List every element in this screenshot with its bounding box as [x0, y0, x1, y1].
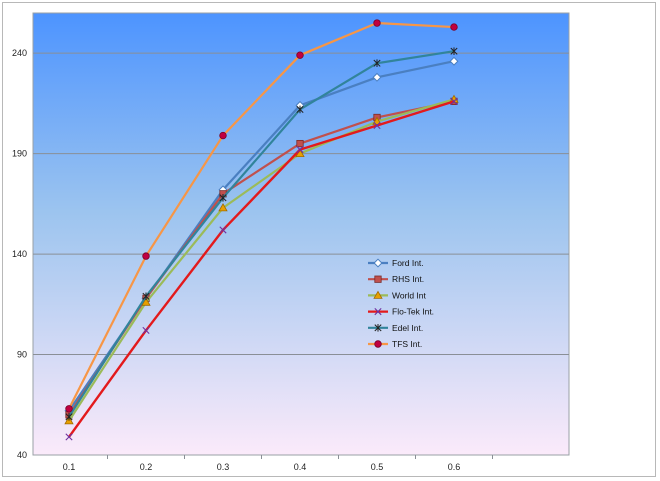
series-line [68, 100, 455, 438]
data-point [142, 292, 150, 301]
data-point [141, 297, 151, 306]
legend-item: TFS Int. [368, 339, 422, 349]
data-point [219, 194, 227, 202]
x-tick-label: 0.5 [371, 462, 384, 472]
legend-item: World Int [368, 290, 426, 300]
data-point [373, 19, 381, 27]
data-point [373, 121, 381, 130]
data-point [372, 72, 382, 82]
legend-item: Ford Int. [368, 258, 424, 268]
legend: Ford Int. RHS Int. World Int Flo-Tek Int. Ed… [368, 258, 434, 349]
legend-label: RHS Int. [392, 274, 424, 284]
data-point [296, 139, 304, 148]
data-point [296, 105, 304, 114]
axes: 40 90 140 190 240 0.1 0.2 0.3 0.4 0.5 0.6 [12, 48, 493, 472]
data-point [65, 433, 73, 441]
data-point [373, 59, 381, 68]
data-point [450, 23, 458, 31]
x-tick-label: 0.4 [294, 462, 307, 472]
legend-marker [373, 290, 383, 299]
data-point [219, 131, 227, 140]
legend-label: TFS Int. [392, 339, 422, 349]
y-tick-label: 40 [17, 450, 27, 460]
series-line [68, 21, 455, 410]
legend-item: Edel Int. [368, 323, 423, 333]
y-tick-label: 140 [12, 249, 27, 259]
legend-label: World Int [392, 290, 426, 300]
data-point [449, 56, 459, 66]
data-point [65, 405, 73, 413]
legend-item: RHS Int. [368, 274, 424, 284]
x-tick-label: 0.1 [63, 462, 76, 472]
data-point [450, 47, 458, 55]
series-tfs-int [65, 19, 458, 413]
data-point [65, 413, 73, 421]
x-tick-label: 0.2 [140, 462, 153, 472]
series-layer [64, 19, 459, 441]
series-flo-tek-int [65, 97, 458, 441]
legend-marker [374, 275, 382, 283]
y-tick-label: 90 [17, 350, 27, 360]
data-point [142, 252, 150, 260]
data-point [296, 51, 304, 59]
x-tick-label: 0.3 [217, 462, 230, 472]
x-tick-label: 0.6 [448, 462, 461, 472]
y-tick-label: 240 [12, 48, 27, 58]
legend-label: Edel Int. [392, 323, 423, 333]
legend-marker [373, 258, 383, 268]
data-point [219, 226, 227, 234]
legend-marker [374, 340, 382, 348]
data-point [450, 97, 458, 105]
plot-area [32, 12, 570, 456]
legend-marker [374, 324, 382, 332]
legend-item: Flo-Tek Int. [368, 307, 434, 317]
legend-marker [374, 308, 382, 316]
data-point [218, 203, 228, 212]
data-point [296, 146, 304, 154]
data-point [142, 326, 150, 335]
series-edel-int [65, 47, 458, 421]
series-line [68, 98, 455, 422]
legend-label: Ford Int. [392, 258, 424, 268]
series-line [68, 50, 455, 418]
legend-label: Flo-Tek Int. [392, 307, 434, 317]
y-tick-label: 190 [12, 149, 27, 159]
